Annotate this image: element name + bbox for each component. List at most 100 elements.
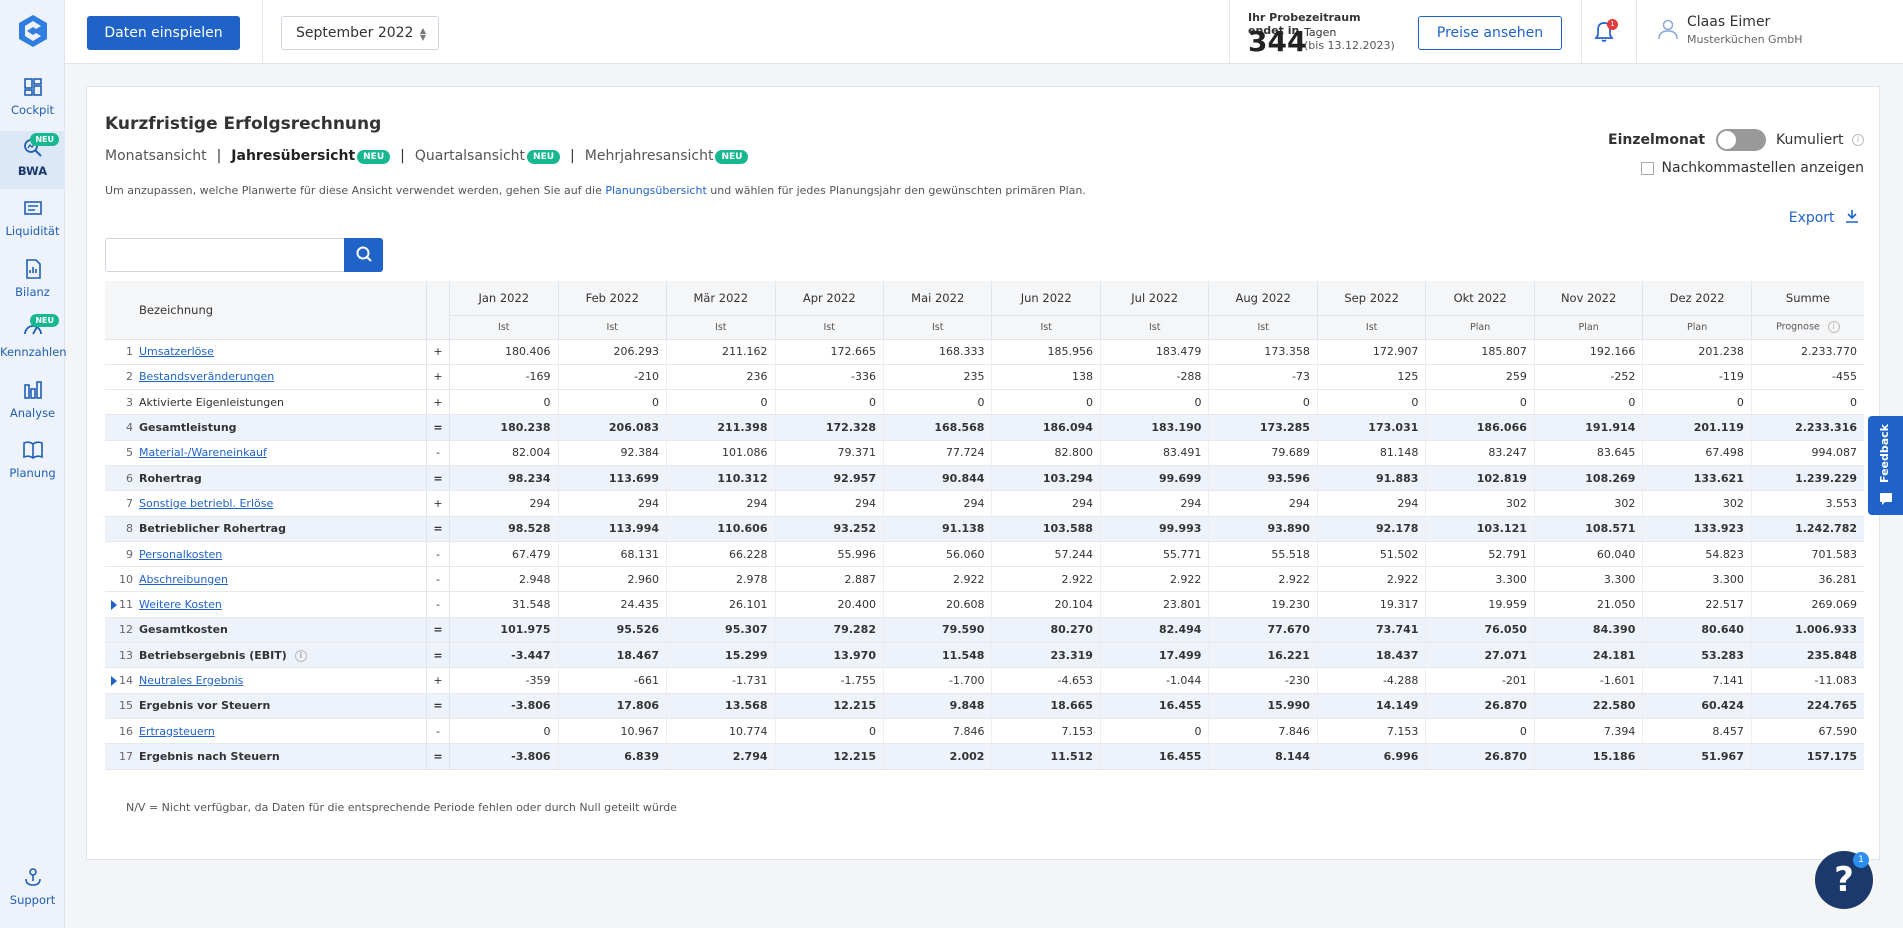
value-cell: 19.959: [1425, 591, 1535, 618]
value-cell: 236: [666, 364, 776, 391]
dashboard-icon: [23, 78, 42, 96]
view-tabs: Monatsansicht | Jahresübersicht NEU | Quartal…: [105, 148, 754, 164]
value-cell: 110.312: [666, 465, 776, 492]
row-label-link[interactable]: Weitere Kosten: [139, 598, 222, 612]
value-cell: 22.517: [1642, 591, 1752, 618]
row-label: Gesamtleistung: [139, 421, 237, 435]
value-cell: 76.050: [1425, 617, 1535, 644]
tab-separator: |: [216, 148, 222, 164]
table-header-row: Bezeichnung Jan 2022 Feb 2022 Mär 2022 Apr …: [105, 281, 1864, 340]
tab-separator: |: [400, 148, 405, 164]
row-label-link[interactable]: Neutrales Ergebnis: [139, 674, 244, 687]
import-data-button[interactable]: Daten einspielen: [87, 16, 240, 50]
value-cell: 113.994: [558, 516, 668, 542]
table-row: 15 Ergebnis vor Steuern = -3.806 17.806 13.56…: [105, 693, 1864, 719]
tab-jahresbersicht[interactable]: Jahresübersicht NEU: [231, 148, 391, 164]
info-icon[interactable]: i: [1827, 321, 1840, 333]
value-cell: 93.596: [1208, 465, 1318, 492]
column-subheader-label: Ist: [498, 321, 510, 333]
toggle-switch[interactable]: [1715, 129, 1766, 151]
info-icon[interactable]: i: [294, 649, 307, 662]
value-cell: 224.765: [1751, 693, 1864, 719]
search-button[interactable]: [344, 238, 383, 272]
value-cell: 102.819: [1425, 465, 1535, 492]
sidebar-item-label: Liquidität: [5, 224, 60, 238]
value-cell: 60.424: [1642, 693, 1752, 719]
export-button[interactable]: Export: [1789, 209, 1859, 226]
row-index: 2: [126, 370, 133, 384]
row-label-link[interactable]: Bestandsveränderungen: [139, 370, 275, 384]
sidebar-item-analyse[interactable]: Analyse: [0, 373, 65, 431]
value-cell: 92.178: [1317, 516, 1427, 542]
sidebar-item-bwa[interactable]: BWA NEU: [0, 130, 65, 189]
sidebar-item-label: Analyse: [9, 405, 56, 420]
planning-overview-link[interactable]: Planungsübersicht: [605, 184, 707, 197]
value-cell: 173.285: [1208, 414, 1318, 441]
value-cell: 1.242.782: [1751, 516, 1864, 542]
value-cell: 0: [1534, 389, 1644, 416]
value-cell: -119: [1642, 364, 1752, 391]
value-cell: 183.190: [1100, 414, 1210, 441]
decimals-checkbox[interactable]: [1640, 161, 1654, 175]
column-subheader-label: Ist: [1040, 321, 1052, 333]
view-prices-button[interactable]: Preise ansehen: [1418, 16, 1562, 50]
value-cell: 82.800: [991, 440, 1101, 466]
row-label-link[interactable]: Umsatzerlöse: [139, 345, 214, 359]
value-cell: 83.645: [1534, 440, 1644, 466]
row-label-link[interactable]: Material-/Wareneinkauf: [139, 446, 267, 460]
search-input[interactable]: [105, 238, 345, 272]
sidebar-item-kennzahlen[interactable]: Kennzahlen NEU: [0, 312, 67, 370]
value-cell: 13.568: [666, 693, 776, 719]
month-select[interactable]: September 2022 ▲ ▼: [281, 16, 439, 50]
row-label-link[interactable]: Personalkosten: [139, 547, 223, 561]
info-icon[interactable]: i: [1852, 134, 1864, 146]
divider: [1229, 0, 1230, 64]
table-row: 10 Abschreibungen -2.948 2.960 2.978 2.887 2.9…: [105, 566, 1864, 593]
bar-chart-icon: [23, 380, 42, 399]
value-cell: 95.307: [666, 617, 776, 644]
expand-arrow-icon[interactable]: [111, 676, 117, 686]
value-cell: 2.887: [775, 566, 884, 593]
row-label-cell: 8 Betrieblicher Rohertrag: [105, 516, 427, 542]
sidebar-item-bilanz[interactable]: Bilanz: [0, 252, 65, 310]
value-cell: 54.823: [1642, 541, 1752, 568]
row-label-link[interactable]: Abschreibungen: [139, 572, 229, 586]
value-cell: 57.244: [991, 541, 1101, 568]
column-subheader: Ist: [991, 315, 1101, 340]
sidebar-item-liquiditt[interactable]: Liquidität: [0, 191, 65, 249]
tab-quartalsansicht[interactable]: Quartalsansicht NEU: [415, 148, 561, 164]
value-cell: 98.528: [449, 516, 559, 542]
divider: [262, 0, 263, 64]
value-cell: 10.967: [558, 718, 668, 745]
value-cell: 192.166: [1534, 339, 1644, 365]
row-index: 12: [119, 623, 133, 637]
table-row: 8 Betrieblicher Rohertrag = 98.528 113.994 11…: [105, 516, 1864, 542]
value-cell: 23.319: [991, 642, 1101, 669]
row-index: 13: [119, 648, 133, 662]
report-card: Kurzfristige Erfolgsrechnung Monatsansic…: [86, 86, 1880, 860]
decimals-option[interactable]: Nachkommastellen anzeigen: [1640, 160, 1864, 176]
tab-mehrjahresansicht[interactable]: Mehrjahresansicht NEU: [585, 148, 749, 164]
value-cell: 18.437: [1317, 642, 1427, 669]
value-cell: 26.870: [1425, 693, 1535, 719]
value-cell: 36.281: [1751, 566, 1864, 593]
sidebar-item-planung[interactable]: Planung: [0, 433, 65, 491]
column-header-op: [426, 281, 451, 340]
sidebar-item-cockpit[interactable]: Cockpit: [0, 70, 65, 128]
row-label-link[interactable]: Sonstige betriebl. Erlöse: [139, 496, 274, 510]
tab-monatsansicht[interactable]: Monatsansicht: [105, 148, 207, 164]
row-label: Gesamtkosten: [139, 623, 228, 637]
value-cell: -210: [558, 364, 668, 391]
logo-icon[interactable]: [17, 14, 49, 48]
feedback-tab[interactable]: Feedback: [1868, 416, 1903, 515]
row-operator: =: [426, 414, 451, 441]
expand-arrow-icon[interactable]: [111, 600, 117, 611]
row-label-link[interactable]: Ertragsteuern: [139, 724, 215, 738]
row-index: 16: [119, 724, 133, 738]
column-subheader: Plan: [1534, 315, 1644, 340]
value-cell: 103.588: [991, 516, 1101, 542]
help-button[interactable]: ?: [1815, 851, 1873, 909]
toggle-label-single-month: Einzelmonat: [1608, 132, 1706, 148]
value-cell: 95.526: [558, 617, 668, 644]
sidebar-item-support[interactable]: Support: [0, 860, 65, 918]
